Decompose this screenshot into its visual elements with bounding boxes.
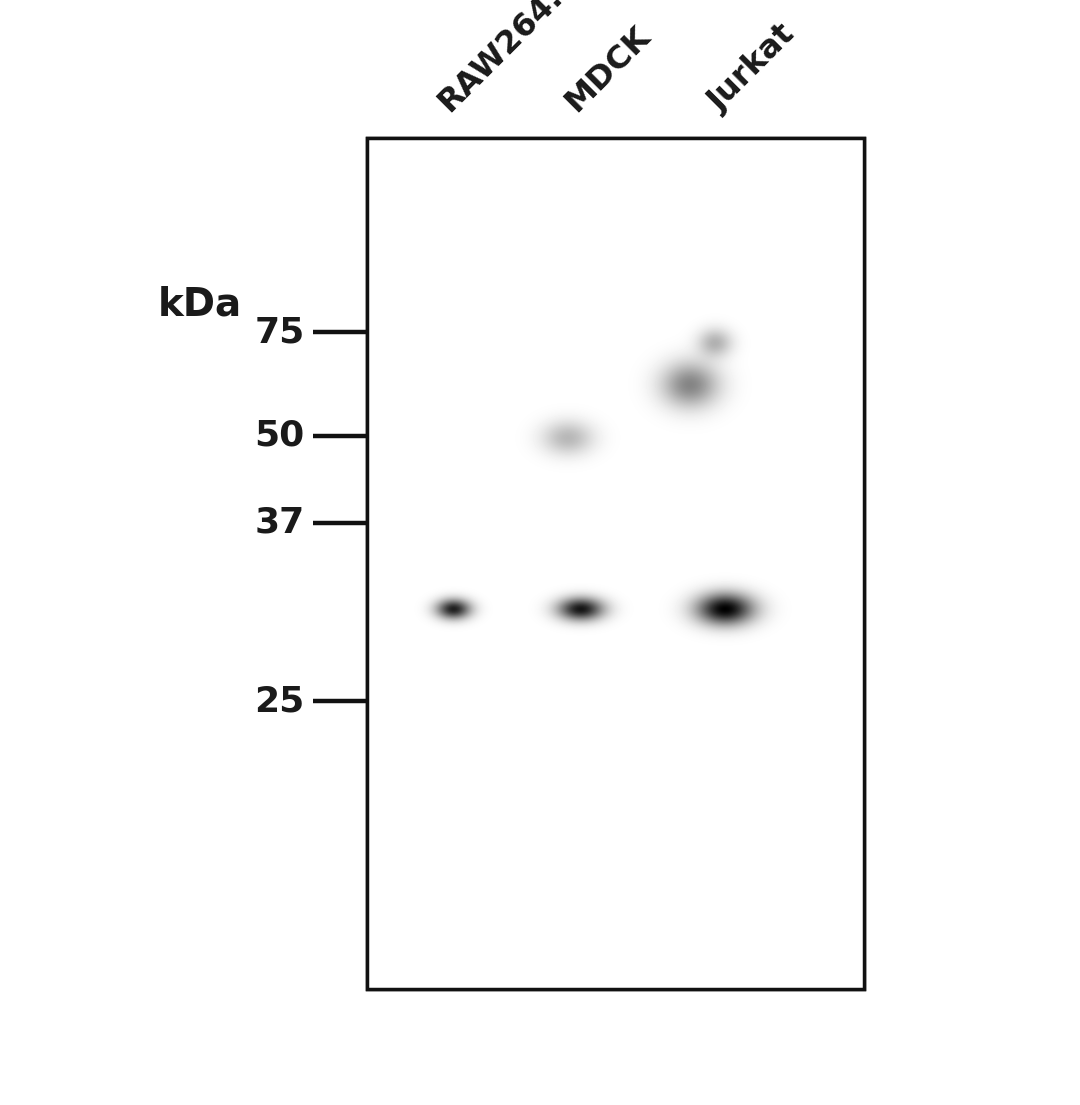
Text: MDCK: MDCK: [559, 21, 657, 118]
Text: Jurkat: Jurkat: [703, 20, 801, 118]
Text: 25: 25: [254, 684, 305, 718]
Text: 50: 50: [254, 419, 305, 453]
Text: RAW264.7: RAW264.7: [432, 0, 584, 118]
Text: 75: 75: [254, 315, 305, 349]
Text: 37: 37: [254, 506, 305, 539]
Text: kDa: kDa: [158, 285, 242, 324]
Bar: [367, 138, 864, 989]
Bar: [367, 138, 864, 989]
